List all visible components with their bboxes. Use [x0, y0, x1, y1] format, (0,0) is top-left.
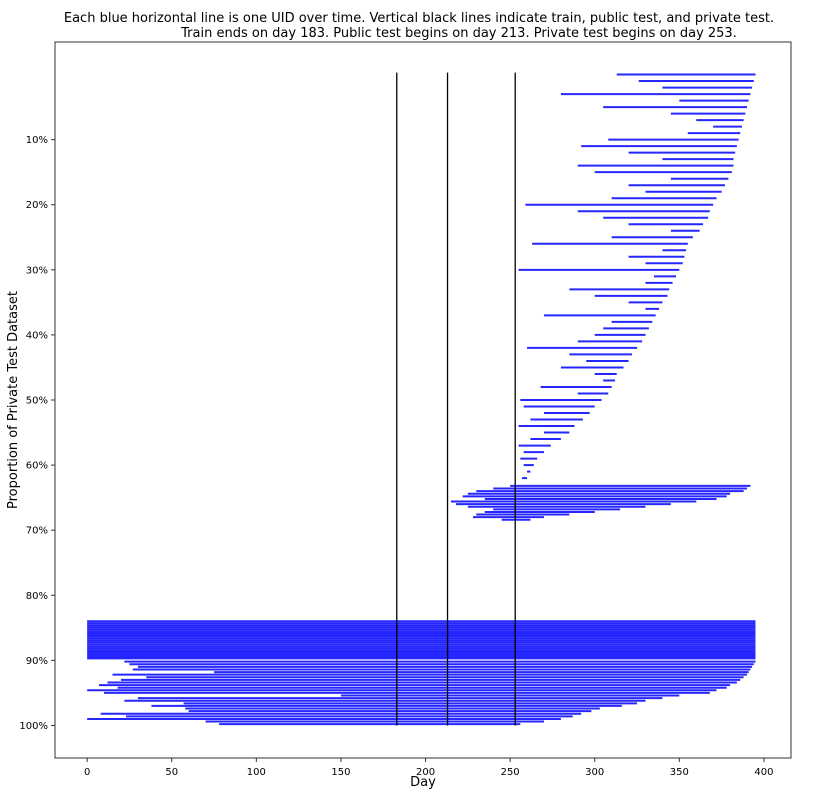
x-tick-label: 300 [585, 767, 604, 778]
y-tick-label: 60% [26, 461, 48, 472]
x-ticks: 0 50 100 150 200 250 300 350 400 [84, 758, 773, 778]
y-tick-label: 50% [26, 396, 48, 407]
split-lines [396, 72, 516, 726]
y-tick-label: 80% [26, 591, 48, 602]
y-tick-label: 30% [26, 265, 48, 276]
y-tick-label: 90% [26, 656, 48, 667]
chart-title-line-2: Train ends on day 183. Public test begin… [181, 26, 737, 41]
y-ticks: 10% 20% 30% 40% 50% 60% 70% 80% 90% 100% [19, 135, 55, 732]
y-axis-label: Proportion of Private Test Dataset [6, 291, 21, 509]
x-tick-label: 400 [754, 767, 773, 778]
x-tick-label: 350 [670, 767, 689, 778]
y-tick-label: 70% [26, 526, 48, 537]
chart-title-line-1: Each blue horizontal line is one UID ove… [63, 11, 775, 26]
x-tick-label: 100 [247, 767, 266, 778]
x-tick-label: 200 [416, 767, 435, 778]
uid-lines [87, 73, 756, 726]
y-tick-label: 100% [19, 721, 48, 732]
x-tick-label: 250 [501, 767, 520, 778]
y-tick-label: 40% [26, 330, 48, 341]
x-tick-label: 50 [165, 767, 178, 778]
x-tick-label: 0 [84, 767, 90, 778]
y-tick-label: 10% [26, 135, 48, 146]
x-tick-label: 150 [331, 767, 350, 778]
y-tick-label: 20% [26, 200, 48, 211]
x-axis-label: Day [410, 775, 436, 790]
